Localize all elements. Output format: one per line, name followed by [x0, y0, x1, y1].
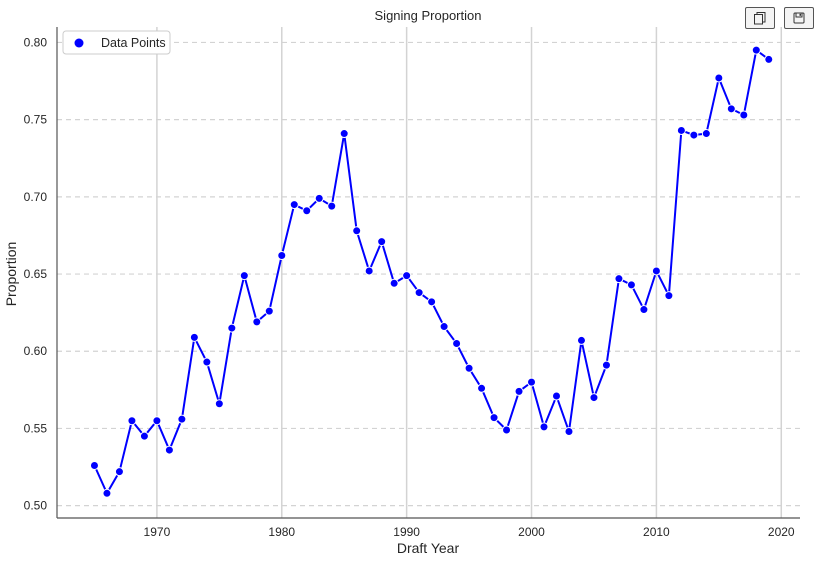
legend-box	[62, 30, 171, 55]
data-point	[364, 266, 374, 276]
data-point	[177, 414, 187, 424]
x-tick-label: 2000	[518, 525, 545, 539]
data-point	[402, 271, 412, 281]
x-tick-label: 1980	[268, 525, 295, 539]
data-point	[327, 201, 337, 211]
data-point	[252, 317, 262, 327]
y-tick-label: 0.50	[24, 499, 48, 513]
y-axis-label: Proportion	[3, 242, 19, 307]
data-point	[551, 391, 561, 401]
x-tick-label: 1990	[393, 525, 420, 539]
data-point	[389, 278, 399, 288]
y-tick-label: 0.75	[24, 113, 48, 127]
data-point	[414, 288, 424, 298]
data-point	[502, 425, 512, 435]
data-point	[514, 386, 524, 396]
y-tick-label: 0.65	[24, 267, 48, 281]
data-point	[89, 461, 99, 471]
data-point	[227, 323, 237, 333]
data-point	[302, 206, 312, 216]
save-icon	[793, 12, 805, 24]
data-point	[701, 129, 711, 139]
data-point	[189, 332, 199, 342]
data-point	[452, 339, 462, 349]
series-line	[93, 48, 770, 496]
y-tick-label: 0.60	[24, 344, 48, 358]
data-point	[664, 291, 674, 301]
legend: Data Points	[62, 30, 171, 55]
chart-title: Signing Proportion	[375, 8, 482, 23]
x-tick-label: 2010	[643, 525, 670, 539]
data-point	[377, 237, 387, 247]
data-point	[489, 413, 499, 423]
data-point	[751, 45, 761, 55]
data-point	[127, 416, 137, 426]
data-point	[114, 467, 124, 477]
data-point	[676, 125, 686, 135]
copy-button[interactable]	[745, 7, 775, 29]
data-point	[439, 322, 449, 332]
series-markers	[89, 45, 774, 498]
x-tick-label: 1970	[144, 525, 171, 539]
data-point	[464, 363, 474, 373]
data-point	[626, 280, 636, 290]
data-point	[589, 393, 599, 403]
copy-icon	[754, 12, 766, 25]
x-tick-label: 2020	[768, 525, 795, 539]
data-point	[314, 193, 324, 203]
data-point	[164, 445, 174, 455]
data-point	[102, 488, 112, 498]
grid	[57, 27, 800, 518]
data-point	[639, 305, 649, 315]
data-point	[352, 226, 362, 236]
data-point	[614, 274, 624, 284]
data-point	[576, 335, 586, 345]
legend-label: Data Points	[101, 36, 166, 50]
y-tick-label: 0.80	[24, 35, 48, 49]
x-axis-label: Draft Year	[397, 540, 460, 556]
data-point	[527, 377, 537, 387]
y-tick-label: 0.55	[24, 421, 48, 435]
data-point	[277, 251, 287, 261]
data-point	[152, 416, 162, 426]
data-point	[139, 431, 149, 441]
series-data-points	[89, 45, 774, 498]
data-point	[289, 200, 299, 210]
data-point	[427, 297, 437, 307]
data-point	[339, 129, 349, 139]
data-point	[651, 266, 661, 276]
axes	[56, 27, 800, 519]
y-tick-label: 0.70	[24, 190, 48, 204]
data-point	[764, 54, 774, 64]
data-point	[239, 271, 249, 281]
data-point	[601, 360, 611, 370]
data-point	[726, 104, 736, 114]
chart-toolbar	[745, 7, 814, 29]
tick-labels: 1970 1980 1990 2000 2010 2020 0.50 0.55 0.60 0.65…	[24, 35, 795, 539]
data-point	[202, 357, 212, 367]
save-button[interactable]	[784, 7, 814, 29]
data-point	[264, 306, 274, 316]
data-point	[739, 110, 749, 120]
data-point	[689, 130, 699, 140]
data-point	[539, 422, 549, 432]
data-point	[477, 383, 487, 393]
data-point	[714, 73, 724, 83]
data-point	[214, 399, 224, 409]
data-point	[564, 427, 574, 437]
legend-marker	[74, 38, 84, 48]
